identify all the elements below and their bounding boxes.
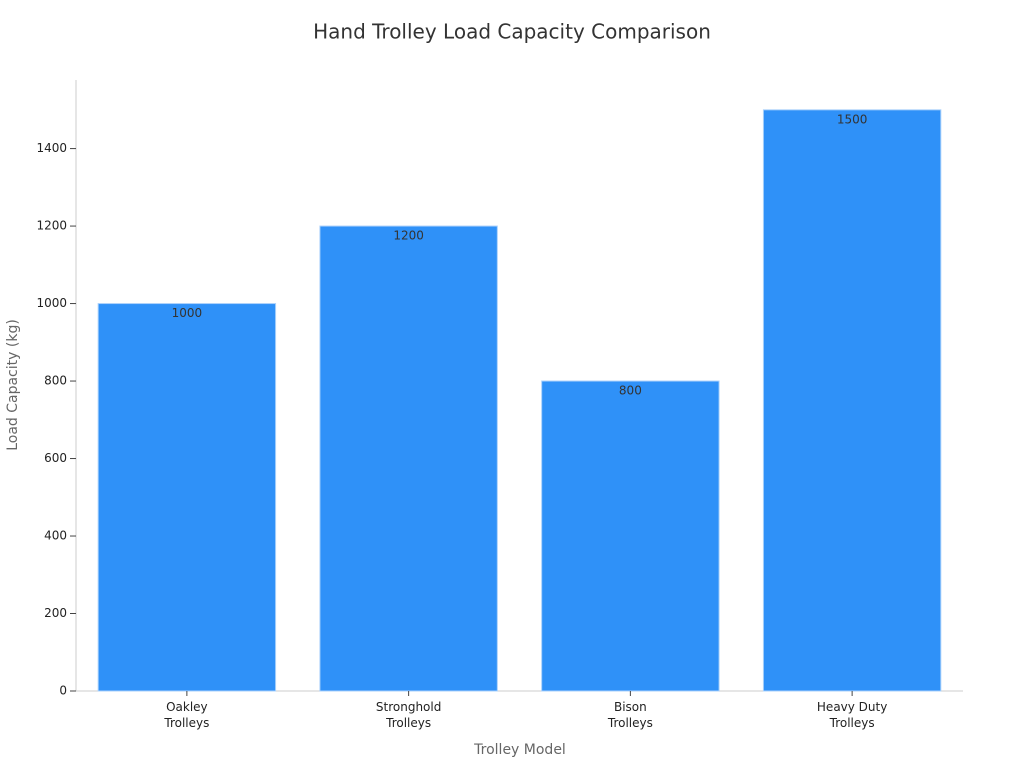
y-tick-label: 1400 <box>36 141 67 155</box>
x-tick-label: Bison Trolleys <box>607 700 653 730</box>
y-tick-label: 800 <box>44 374 67 388</box>
value-label: 1000 <box>172 306 203 320</box>
x-tick-label: Stronghold Trolleys <box>375 700 442 730</box>
y-tick-label: 0 <box>59 684 67 698</box>
bar <box>541 380 720 692</box>
y-tick-label: 600 <box>44 451 67 465</box>
x-tick-label: Heavy Duty Trolleys <box>816 700 888 730</box>
bar <box>97 303 277 692</box>
bar <box>762 109 942 692</box>
y-tick-label: 1000 <box>36 296 67 310</box>
value-label: 1500 <box>837 112 868 126</box>
value-label: 1200 <box>393 229 424 243</box>
y-tick-label: 1200 <box>36 219 67 233</box>
x-tick-label: Oakley Trolleys <box>164 700 210 730</box>
x-axis-label: Trolley Model <box>473 742 566 758</box>
y-tick-label: 400 <box>44 529 67 543</box>
chart-title: Hand Trolley Load Capacity Comparison <box>313 20 711 44</box>
y-axis-label: Load Capacity (kg) <box>5 319 21 451</box>
y-tick-label: 200 <box>44 606 67 620</box>
value-label: 800 <box>619 384 642 398</box>
bar <box>319 225 498 692</box>
